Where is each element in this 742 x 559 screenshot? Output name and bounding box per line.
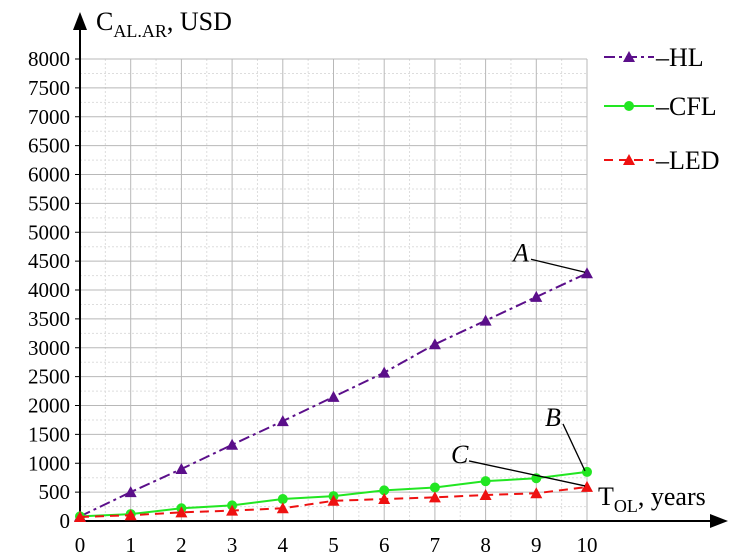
x-tick-label: 7: [430, 533, 441, 557]
x-tick-label: 3: [227, 533, 238, 557]
annotation-leader: [563, 424, 585, 471]
x-tick-label: 4: [278, 533, 289, 557]
y-tick-label: 8000: [28, 47, 70, 71]
data-point: [378, 367, 390, 378]
grid: [80, 59, 587, 521]
x-tick-label: 0: [75, 533, 86, 557]
x-tick-label: 2: [176, 533, 187, 557]
x-tick-labels: 0 1 2 3 4 5 6 7 8 9 10: [75, 533, 598, 557]
x-tick-label: 5: [328, 533, 339, 557]
y-tick-labels: 0 500 1000 1500 2000 2500 3000 3500 4000 4500 5000…: [28, 47, 80, 533]
x-axis-arrow: [710, 514, 728, 528]
y-tick-label: 1000: [28, 451, 70, 475]
data-point: [581, 481, 593, 492]
legend-label: –LED: [655, 146, 720, 175]
legend-item: –CFL: [604, 92, 717, 121]
legend: –HL –CFL –LED: [604, 43, 720, 175]
x-tick-label: 10: [577, 533, 598, 557]
y-tick-label: 0: [60, 509, 71, 533]
y-tick-label: 5000: [28, 220, 70, 244]
y-tick-label: 6000: [28, 163, 70, 187]
y-tick-label: 3500: [28, 307, 70, 331]
annotation-label: C: [451, 440, 469, 469]
y-tick-label: 2000: [28, 394, 70, 418]
y-tick-label: 6500: [28, 134, 70, 158]
data-point: [481, 476, 491, 486]
y-axis-arrow: [73, 12, 87, 30]
data-point: [429, 338, 441, 349]
x-tick-label: 6: [379, 533, 390, 557]
x-tick-label: 9: [531, 533, 542, 557]
y-tick-label: 3000: [28, 336, 70, 360]
x-axis-label: TOL, years: [598, 482, 706, 516]
y-tick-label: 1500: [28, 422, 70, 446]
x-tick-label: 8: [480, 533, 491, 557]
y-tick-label: 7000: [28, 105, 70, 129]
legend-item: –HL: [604, 43, 704, 72]
y-tick-label: 4000: [28, 278, 70, 302]
y-tick-label: 7500: [28, 76, 70, 100]
data-point: [175, 463, 187, 474]
data-point: [581, 267, 593, 278]
legend-label: –CFL: [655, 92, 717, 121]
y-tick-label: 4500: [28, 249, 70, 273]
x-tick-label: 1: [125, 533, 136, 557]
annotation-label: A: [511, 238, 529, 267]
data-point: [226, 439, 238, 450]
legend-label: –HL: [655, 43, 704, 72]
y-axis-label: CAL.AR, USD: [96, 7, 232, 41]
annotation-label: B: [545, 403, 561, 432]
data-point: [430, 483, 440, 493]
y-tick-label: 500: [39, 480, 71, 504]
data-point: [530, 291, 542, 302]
data-point: [480, 315, 492, 326]
legend-item: –LED: [604, 146, 720, 175]
axes: [73, 12, 728, 528]
y-tick-label: 2500: [28, 365, 70, 389]
y-tick-label: 5500: [28, 191, 70, 215]
legend-swatch-marker: [624, 101, 634, 111]
data-point: [328, 391, 340, 402]
data-point: [277, 415, 289, 426]
